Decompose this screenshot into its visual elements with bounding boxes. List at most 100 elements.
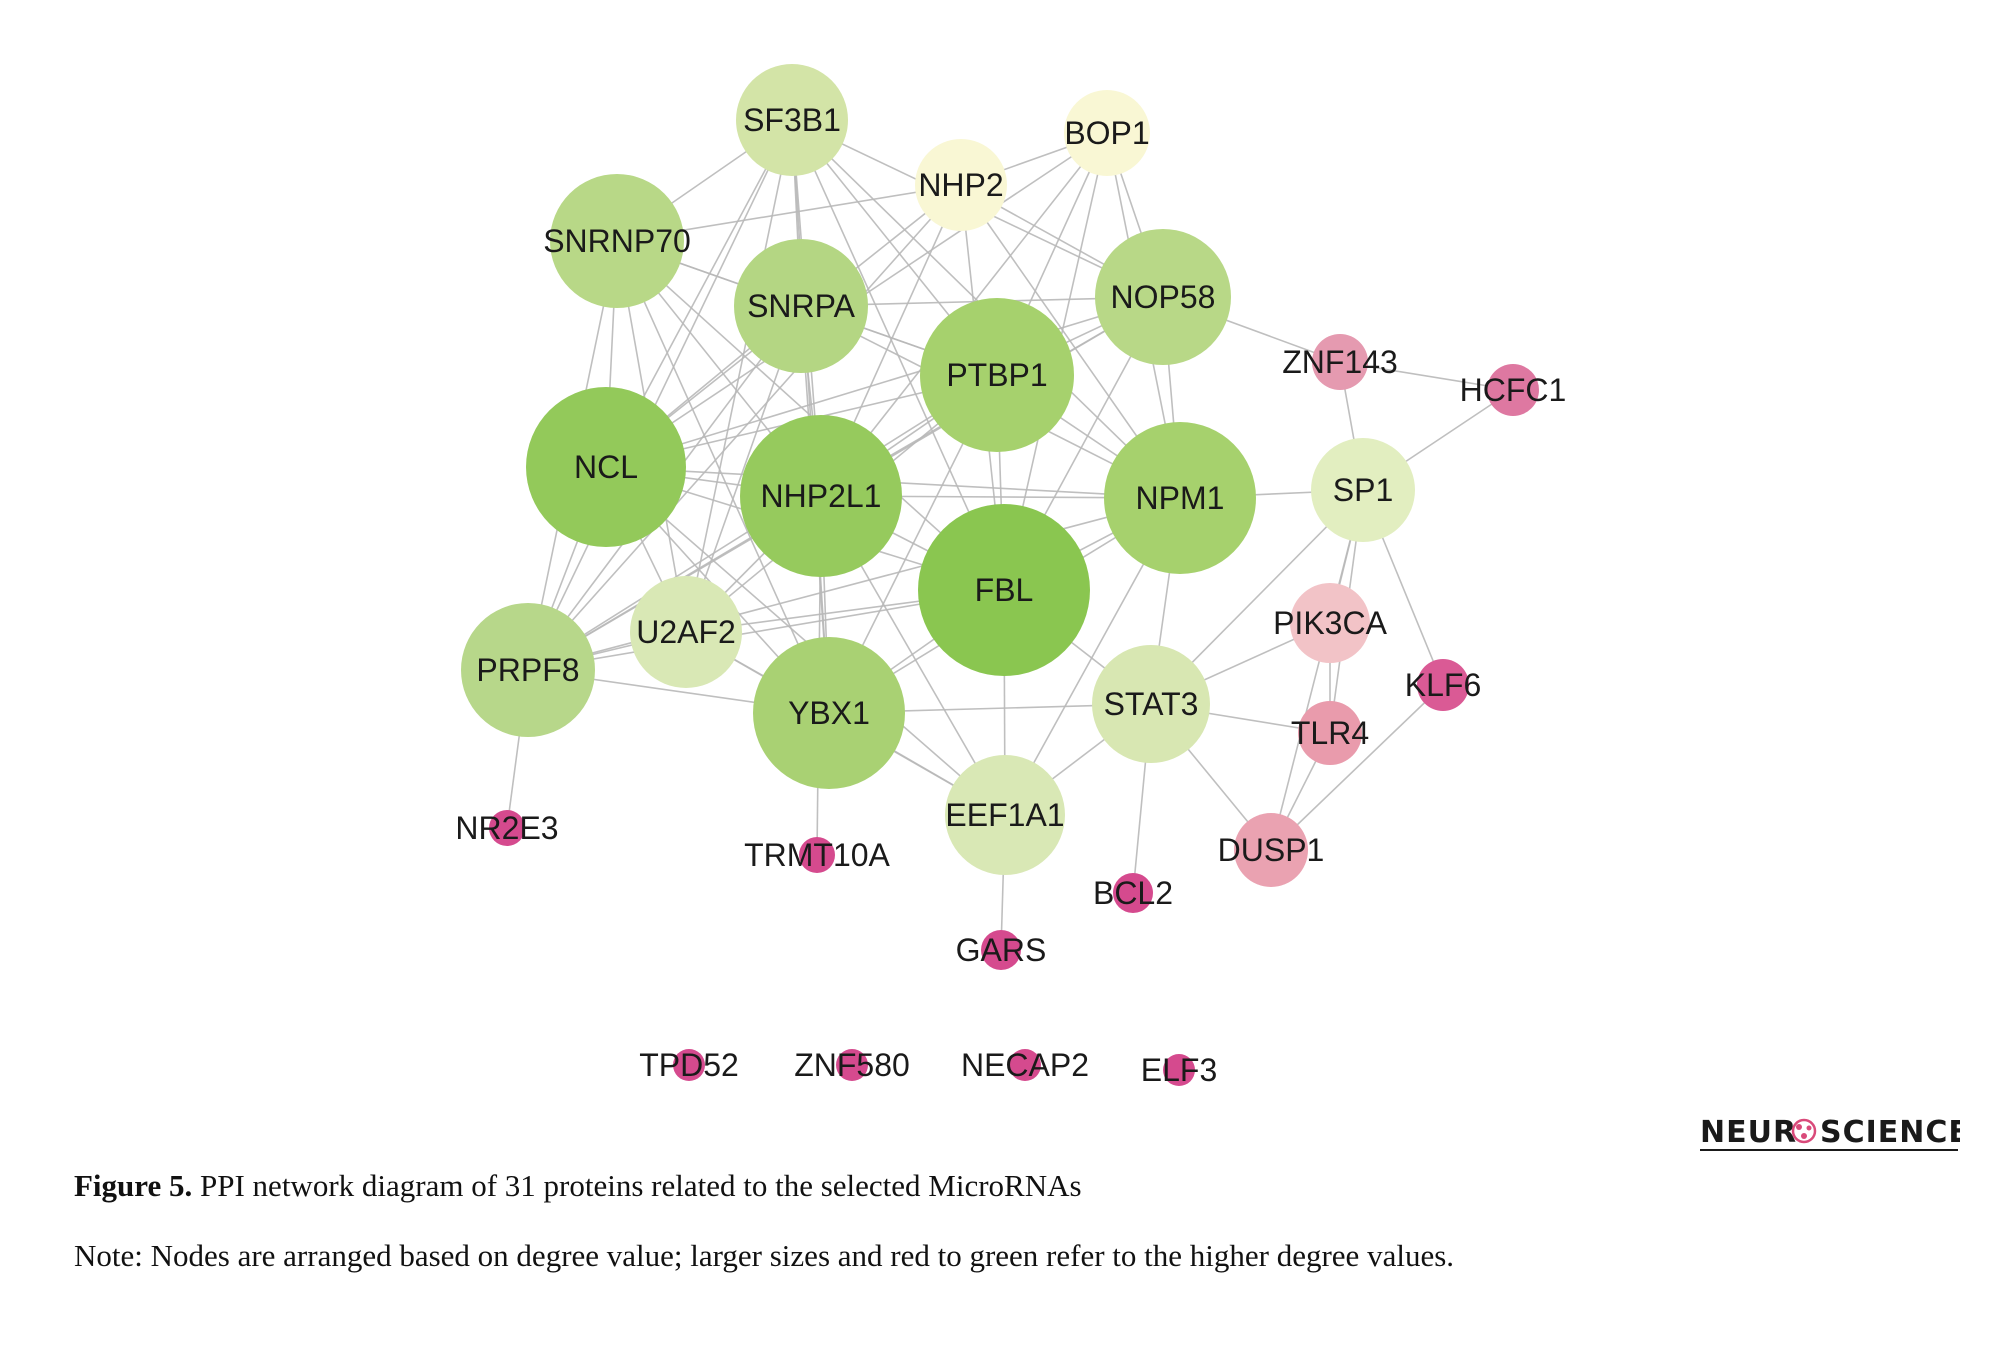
node-label-nhp2: NHP2 xyxy=(918,167,1003,203)
node-label-stat3: STAT3 xyxy=(1104,686,1199,722)
node-label-ncl: NCL xyxy=(574,449,638,485)
node-bcl2: BCL2 xyxy=(1093,873,1173,913)
node-circle-fbl xyxy=(918,504,1090,676)
node-label-elf3: ELF3 xyxy=(1141,1052,1217,1088)
node-label-u2af2: U2AF2 xyxy=(636,614,736,650)
node-label-eef1a1: EEF1A1 xyxy=(945,797,1064,833)
node-nhp2l1: NHP2L1 xyxy=(740,415,902,577)
ppi-network-diagram: SF3B1 BOP1 NHP2 SNRNP70 SNRPA NOP58 PTBP1 ZNF14… xyxy=(455,64,1566,1088)
node-circle-ybx1 xyxy=(753,637,905,789)
node-label-tlr4: TLR4 xyxy=(1291,715,1369,751)
node-label-znf580: ZNF580 xyxy=(794,1047,910,1083)
logo-text-right: SCIENCE xyxy=(1820,1115,1960,1150)
node-circle-trmt10a xyxy=(799,837,835,873)
node-ncl: NCL xyxy=(526,387,686,547)
node-ybx1: YBX1 xyxy=(753,637,905,789)
node-circle-nhp2 xyxy=(915,139,1007,231)
node-circle-snrnp70 xyxy=(550,174,684,308)
node-circle-necap2 xyxy=(1009,1049,1041,1081)
node-npm1: NPM1 xyxy=(1104,422,1256,574)
node-tlr4: TLR4 xyxy=(1291,701,1369,765)
edge-nop58-ncl xyxy=(605,296,1164,468)
node-circle-tlr4 xyxy=(1298,701,1362,765)
journal-logo: NEUR SCIENCE xyxy=(1700,1115,1960,1151)
node-label-znf143: ZNF143 xyxy=(1282,344,1398,380)
logo-molecule-icon xyxy=(1791,1118,1817,1144)
node-circle-bop1 xyxy=(1064,90,1150,176)
node-label-pik3ca: PIK3CA xyxy=(1273,605,1387,641)
edge-sf3b1-u2af2 xyxy=(685,119,793,633)
edge-znf143-hcfc1 xyxy=(1339,361,1514,391)
node-hcfc1: HCFC1 xyxy=(1460,364,1567,416)
node-ptbp1: PTBP1 xyxy=(920,298,1074,452)
node-prpf8: PRPF8 xyxy=(461,603,595,737)
node-gars: GARS xyxy=(956,930,1046,970)
node-label-klf6: KLF6 xyxy=(1405,667,1481,703)
node-circle-hcfc1 xyxy=(1487,364,1539,416)
node-necap2: NECAP2 xyxy=(961,1047,1089,1083)
figure-caption-label: Figure 5. xyxy=(74,1168,193,1203)
node-label-ybx1: YBX1 xyxy=(788,695,870,731)
node-circle-ncl xyxy=(526,387,686,547)
figure-note: Note: Nodes are arranged based on degree… xyxy=(74,1238,1455,1273)
node-circle-bcl2 xyxy=(1113,873,1153,913)
node-circle-eef1a1 xyxy=(945,755,1065,875)
node-nhp2: NHP2 xyxy=(915,139,1007,231)
node-sf3b1: SF3B1 xyxy=(736,64,848,176)
figure-caption-text: PPI network diagram of 31 proteins relat… xyxy=(192,1168,1082,1203)
node-circle-nhp2l1 xyxy=(740,415,902,577)
edge-snrnp70-fbl xyxy=(616,240,1005,591)
node-fbl: FBL xyxy=(918,504,1090,676)
network-nodes: SF3B1 BOP1 NHP2 SNRNP70 SNRPA NOP58 PTBP1 ZNF14… xyxy=(455,64,1566,1088)
edge-nhp2-prpf8 xyxy=(527,184,962,671)
node-circle-pik3ca xyxy=(1290,583,1370,663)
node-circle-sf3b1 xyxy=(736,64,848,176)
node-circle-klf6 xyxy=(1417,659,1469,711)
node-label-bcl2: BCL2 xyxy=(1093,875,1173,911)
node-stat3: STAT3 xyxy=(1092,645,1210,763)
node-znf143: ZNF143 xyxy=(1282,334,1398,390)
node-circle-u2af2 xyxy=(630,576,742,688)
node-label-tpd52: TPD52 xyxy=(639,1047,739,1083)
node-bop1: BOP1 xyxy=(1064,90,1150,176)
node-label-npm1: NPM1 xyxy=(1136,480,1225,516)
node-circle-nop58 xyxy=(1095,229,1231,365)
figure-caption: Figure 5. PPI network diagram of 31 prot… xyxy=(74,1168,1082,1204)
node-circle-nr2e3 xyxy=(489,810,525,846)
edge-sf3b1-prpf8 xyxy=(527,119,793,671)
node-klf6: KLF6 xyxy=(1405,659,1481,711)
node-snrpa: SNRPA xyxy=(734,239,868,373)
node-label-nr2e3: NR2E3 xyxy=(455,810,558,846)
node-circle-prpf8 xyxy=(461,603,595,737)
node-label-dusp1: DUSP1 xyxy=(1218,832,1325,868)
node-circle-znf580 xyxy=(836,1049,868,1081)
node-label-sf3b1: SF3B1 xyxy=(743,102,841,138)
node-tpd52: TPD52 xyxy=(639,1047,739,1083)
node-circle-npm1 xyxy=(1104,422,1256,574)
node-eef1a1: EEF1A1 xyxy=(945,755,1065,875)
node-elf3: ELF3 xyxy=(1141,1052,1217,1088)
node-nr2e3: NR2E3 xyxy=(455,810,559,846)
node-sp1: SP1 xyxy=(1311,438,1415,542)
node-label-necap2: NECAP2 xyxy=(961,1047,1089,1083)
node-label-nop58: NOP58 xyxy=(1111,279,1216,315)
node-label-nhp2l1: NHP2L1 xyxy=(761,478,882,514)
node-label-hcfc1: HCFC1 xyxy=(1460,372,1567,408)
node-circle-gars xyxy=(981,930,1021,970)
node-nop58: NOP58 xyxy=(1095,229,1231,365)
node-label-fbl: FBL xyxy=(975,572,1034,608)
node-circle-dusp1 xyxy=(1234,813,1308,887)
edge-snrnp70-ybx1 xyxy=(616,240,830,714)
node-circle-ptbp1 xyxy=(920,298,1074,452)
node-circle-tpd52 xyxy=(673,1049,705,1081)
edge-klf6-dusp1 xyxy=(1270,684,1444,851)
logo-text-left: NEUR xyxy=(1700,1115,1797,1150)
node-trmt10a: TRMT10A xyxy=(744,837,891,873)
node-znf580: ZNF580 xyxy=(794,1047,910,1083)
node-snrnp70: SNRNP70 xyxy=(543,174,691,308)
node-label-bop1: BOP1 xyxy=(1064,115,1149,151)
node-u2af2: U2AF2 xyxy=(630,576,742,688)
node-dusp1: DUSP1 xyxy=(1218,813,1325,887)
node-circle-snrpa xyxy=(734,239,868,373)
node-label-snrpa: SNRPA xyxy=(747,288,856,324)
